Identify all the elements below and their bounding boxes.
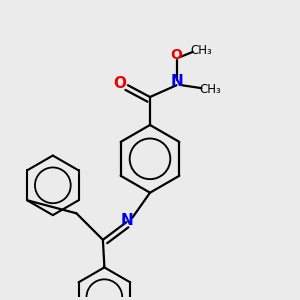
Text: O: O: [171, 49, 182, 62]
Text: N: N: [171, 74, 184, 89]
Text: CH₃: CH₃: [191, 44, 212, 57]
Text: O: O: [113, 76, 126, 91]
Text: CH₃: CH₃: [200, 83, 221, 96]
Text: N: N: [121, 213, 134, 228]
